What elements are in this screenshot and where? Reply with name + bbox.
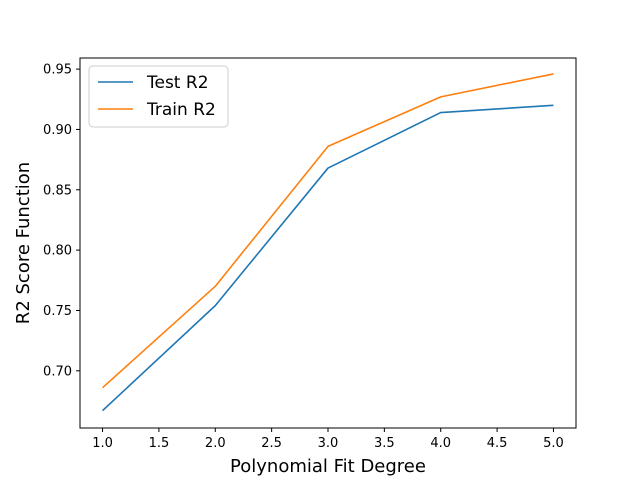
x-axis: 1.0 1.5 2.0 2.5 3.0 3.5 4.0 4.5 5.0 (92, 428, 564, 451)
y-tick-label: 0.75 (43, 304, 72, 319)
y-tick-label: 0.80 (43, 244, 72, 259)
x-tick-label: 4.5 (487, 436, 508, 451)
x-tick-label: 1.0 (92, 436, 113, 451)
series-line-test-r2 (102, 104, 554, 412)
x-tick-label: 3.5 (374, 436, 395, 451)
x-tick-label: 4.0 (430, 436, 451, 451)
y-axis-label: R2 Score Function (13, 162, 34, 324)
x-tick-label: 5.0 (543, 436, 564, 451)
y-axis: 0.70 0.75 0.80 0.85 0.90 0.95 (43, 63, 80, 379)
legend-label: Test R2 (146, 73, 209, 93)
series-layer (102, 73, 554, 412)
x-tick-label: 2.0 (205, 436, 226, 451)
x-tick-label: 1.5 (149, 436, 170, 451)
x-axis-label: Polynomial Fit Degree (230, 456, 426, 477)
y-tick-label: 0.95 (43, 63, 72, 78)
x-tick-label: 2.5 (261, 436, 282, 451)
series-line-train-r2 (102, 73, 554, 389)
x-tick-label: 3.0 (318, 436, 339, 451)
legend-label: Train R2 (146, 100, 216, 120)
y-tick-label: 0.90 (43, 123, 72, 138)
legend: Test R2 Train R2 (88, 65, 229, 128)
y-tick-label: 0.85 (43, 183, 72, 198)
y-tick-label: 0.70 (43, 364, 72, 379)
